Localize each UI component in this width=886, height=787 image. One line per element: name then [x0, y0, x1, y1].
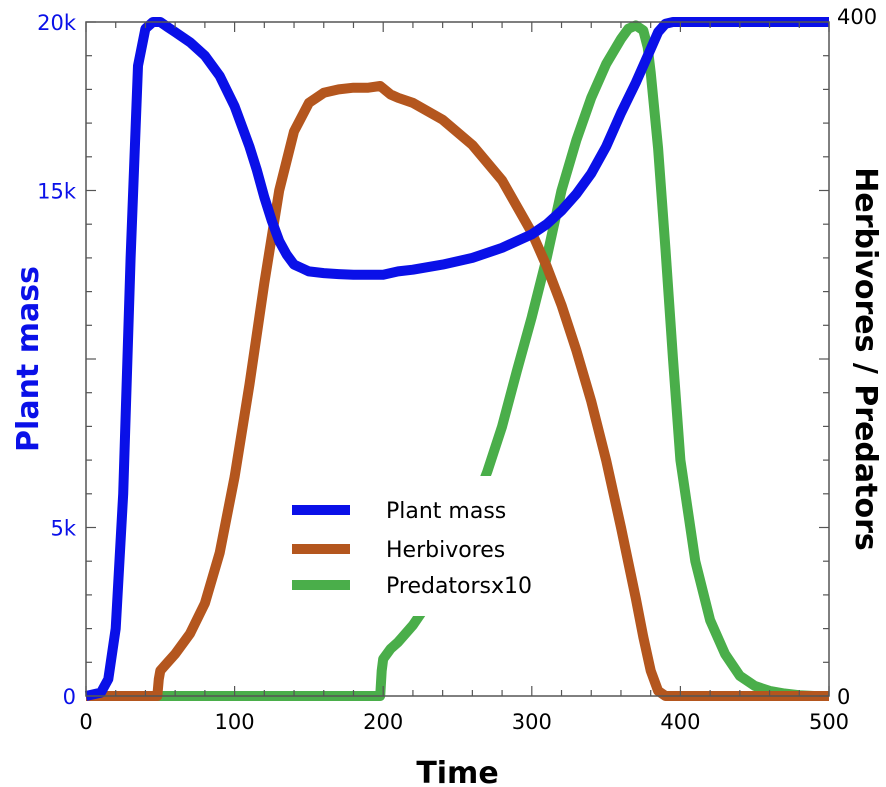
x-axis-title: Time	[416, 756, 498, 787]
y-right-tick-label: 400	[837, 5, 877, 29]
y-axis-right-title: Herbivores / Predators	[848, 167, 883, 550]
x-tick-label: 0	[79, 710, 92, 734]
legend: Plant mass Herbivores Predatorsx10	[282, 476, 552, 616]
x-tick-label: 200	[363, 710, 403, 734]
y-left-tick-label: 15k	[37, 180, 77, 204]
x-tick-label: 500	[809, 710, 849, 734]
y-left-tick-label: 20k	[37, 11, 77, 35]
legend-label-predators: Predatorsx10	[386, 574, 532, 599]
x-tick-label: 400	[660, 710, 700, 734]
legend-label-herbivores: Herbivores	[386, 538, 505, 563]
x-tick-label: 300	[512, 710, 552, 734]
y-axis-left-title: Plant mass	[11, 266, 46, 452]
y-right-tick-label: 0	[837, 685, 850, 709]
x-tick-label: 100	[215, 710, 255, 734]
y-left-tick-label: 0	[63, 685, 76, 709]
series-line-herbivores	[86, 81, 829, 701]
y-left-tick-label: 5k	[50, 517, 76, 541]
legend-label-plant-mass: Plant mass	[386, 499, 506, 524]
